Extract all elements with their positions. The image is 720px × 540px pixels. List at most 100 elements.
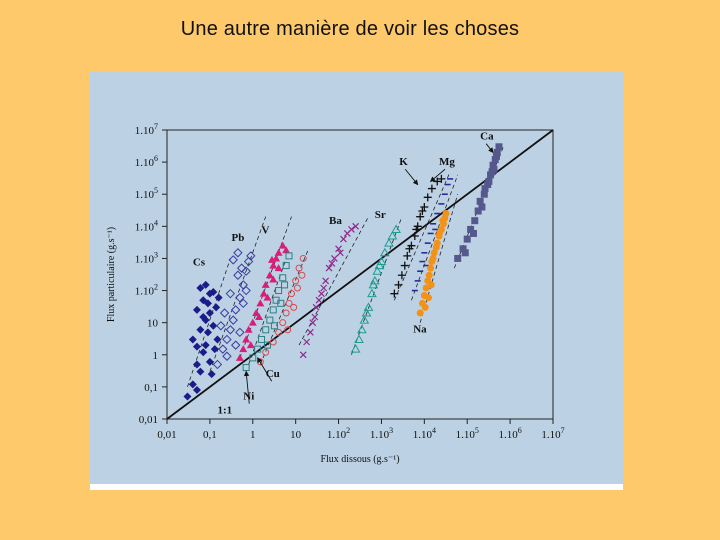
annotation-arrow-ca [485,143,494,154]
point-ba [340,235,347,243]
point-ca [489,161,497,169]
point-cu [299,254,307,262]
y-tick-label: 1.105 [135,186,158,201]
point-ba [309,319,317,327]
point-ba [306,328,314,336]
point-pb [235,292,245,303]
point-ca [492,152,500,160]
point-ni [242,364,250,372]
point-ca [485,177,493,185]
point-cs [199,313,208,322]
series-cu [256,254,307,366]
point-na [427,264,435,272]
x-tick-label: 1.102 [327,426,350,441]
axes-group: 0,01 0,1 1 10 1.102 1.103 1.104 1.105 1.106 1.107… [106,122,565,465]
point-ca [476,197,484,205]
chart-figure: 1:1 Cs Pb V Ni Cu Ba Sr K Mg Na Ca 0,01 0,1 1 10 1.102 1… [90,72,623,490]
fit-line-cs [187,258,231,388]
point-na [416,309,424,317]
point-pb [238,298,248,309]
point-k [416,212,425,221]
point-k [423,193,432,202]
point-pb [231,305,241,315]
fit-lines-group [187,146,504,388]
point-na [432,243,440,251]
series-label-cs: Cs [193,257,206,269]
point-ca [471,217,479,225]
point-ni [275,287,283,295]
series-label-v: V [262,224,270,236]
point-cs [196,325,205,334]
point-cs [188,380,197,389]
slide-title: Une autre manière de voir les choses [180,18,520,40]
point-na [429,254,437,262]
point-ni [285,252,293,260]
y-tick-label: 1.104 [135,218,158,233]
point-sr [361,307,372,317]
series-label-pb: Pb [232,232,245,244]
point-cs [207,370,216,379]
y-tick-label: 0,1 [144,382,158,394]
point-sr [367,288,377,298]
point-na [422,284,430,292]
point-ca [461,249,469,257]
point-cs [205,357,214,366]
fit-line-ba [298,216,369,346]
point-na [430,249,438,257]
point-pb [216,321,226,331]
point-v [274,248,283,256]
data-points-group [183,143,503,401]
plot-border [166,129,554,420]
point-ba [348,226,355,233]
point-sr [372,266,383,275]
point-pb [228,315,238,325]
point-ba [335,245,342,253]
annotation-arrow-ni [243,370,250,404]
point-pb [231,340,241,350]
series-ca [454,143,503,262]
point-cs [199,348,208,357]
point-ni [270,322,278,330]
point-cu [292,277,300,285]
series-ba [299,222,360,359]
point-cs [192,360,201,369]
y-axis-title: Flux particulaire (g.s⁻¹) [106,227,117,322]
plot-frame [166,129,554,420]
series-sr [350,224,401,353]
point-na [421,303,429,311]
reference-line-label: 1:1 [217,404,232,416]
point-cs [212,303,221,312]
point-k [397,271,406,280]
fit-line-na [419,194,459,323]
point-ba [312,303,320,311]
x-tick-label: 0,01 [157,429,176,441]
point-k [405,244,414,253]
point-v [244,325,253,333]
point-k [390,289,399,298]
annotation-arrow-k [404,168,419,186]
point-ba [330,255,338,262]
point-cs [188,335,197,344]
point-sr [350,344,361,353]
point-ca [454,254,462,262]
point-sr [359,315,370,324]
point-cs [209,288,218,297]
point-cu [290,303,298,311]
point-ni [263,341,271,349]
point-v [246,341,255,349]
point-v [269,261,278,269]
point-ni [282,262,290,270]
point-cs [196,367,205,376]
point-sr [363,302,374,311]
point-ba [325,264,333,272]
point-k [427,184,436,193]
series-k [390,174,446,298]
point-cu [298,271,306,279]
point-v [252,309,261,317]
point-v [261,280,270,288]
point-v [239,345,248,353]
point-sr [354,334,364,343]
point-cu [285,299,293,307]
point-sr [374,260,385,270]
point-v [274,264,283,272]
